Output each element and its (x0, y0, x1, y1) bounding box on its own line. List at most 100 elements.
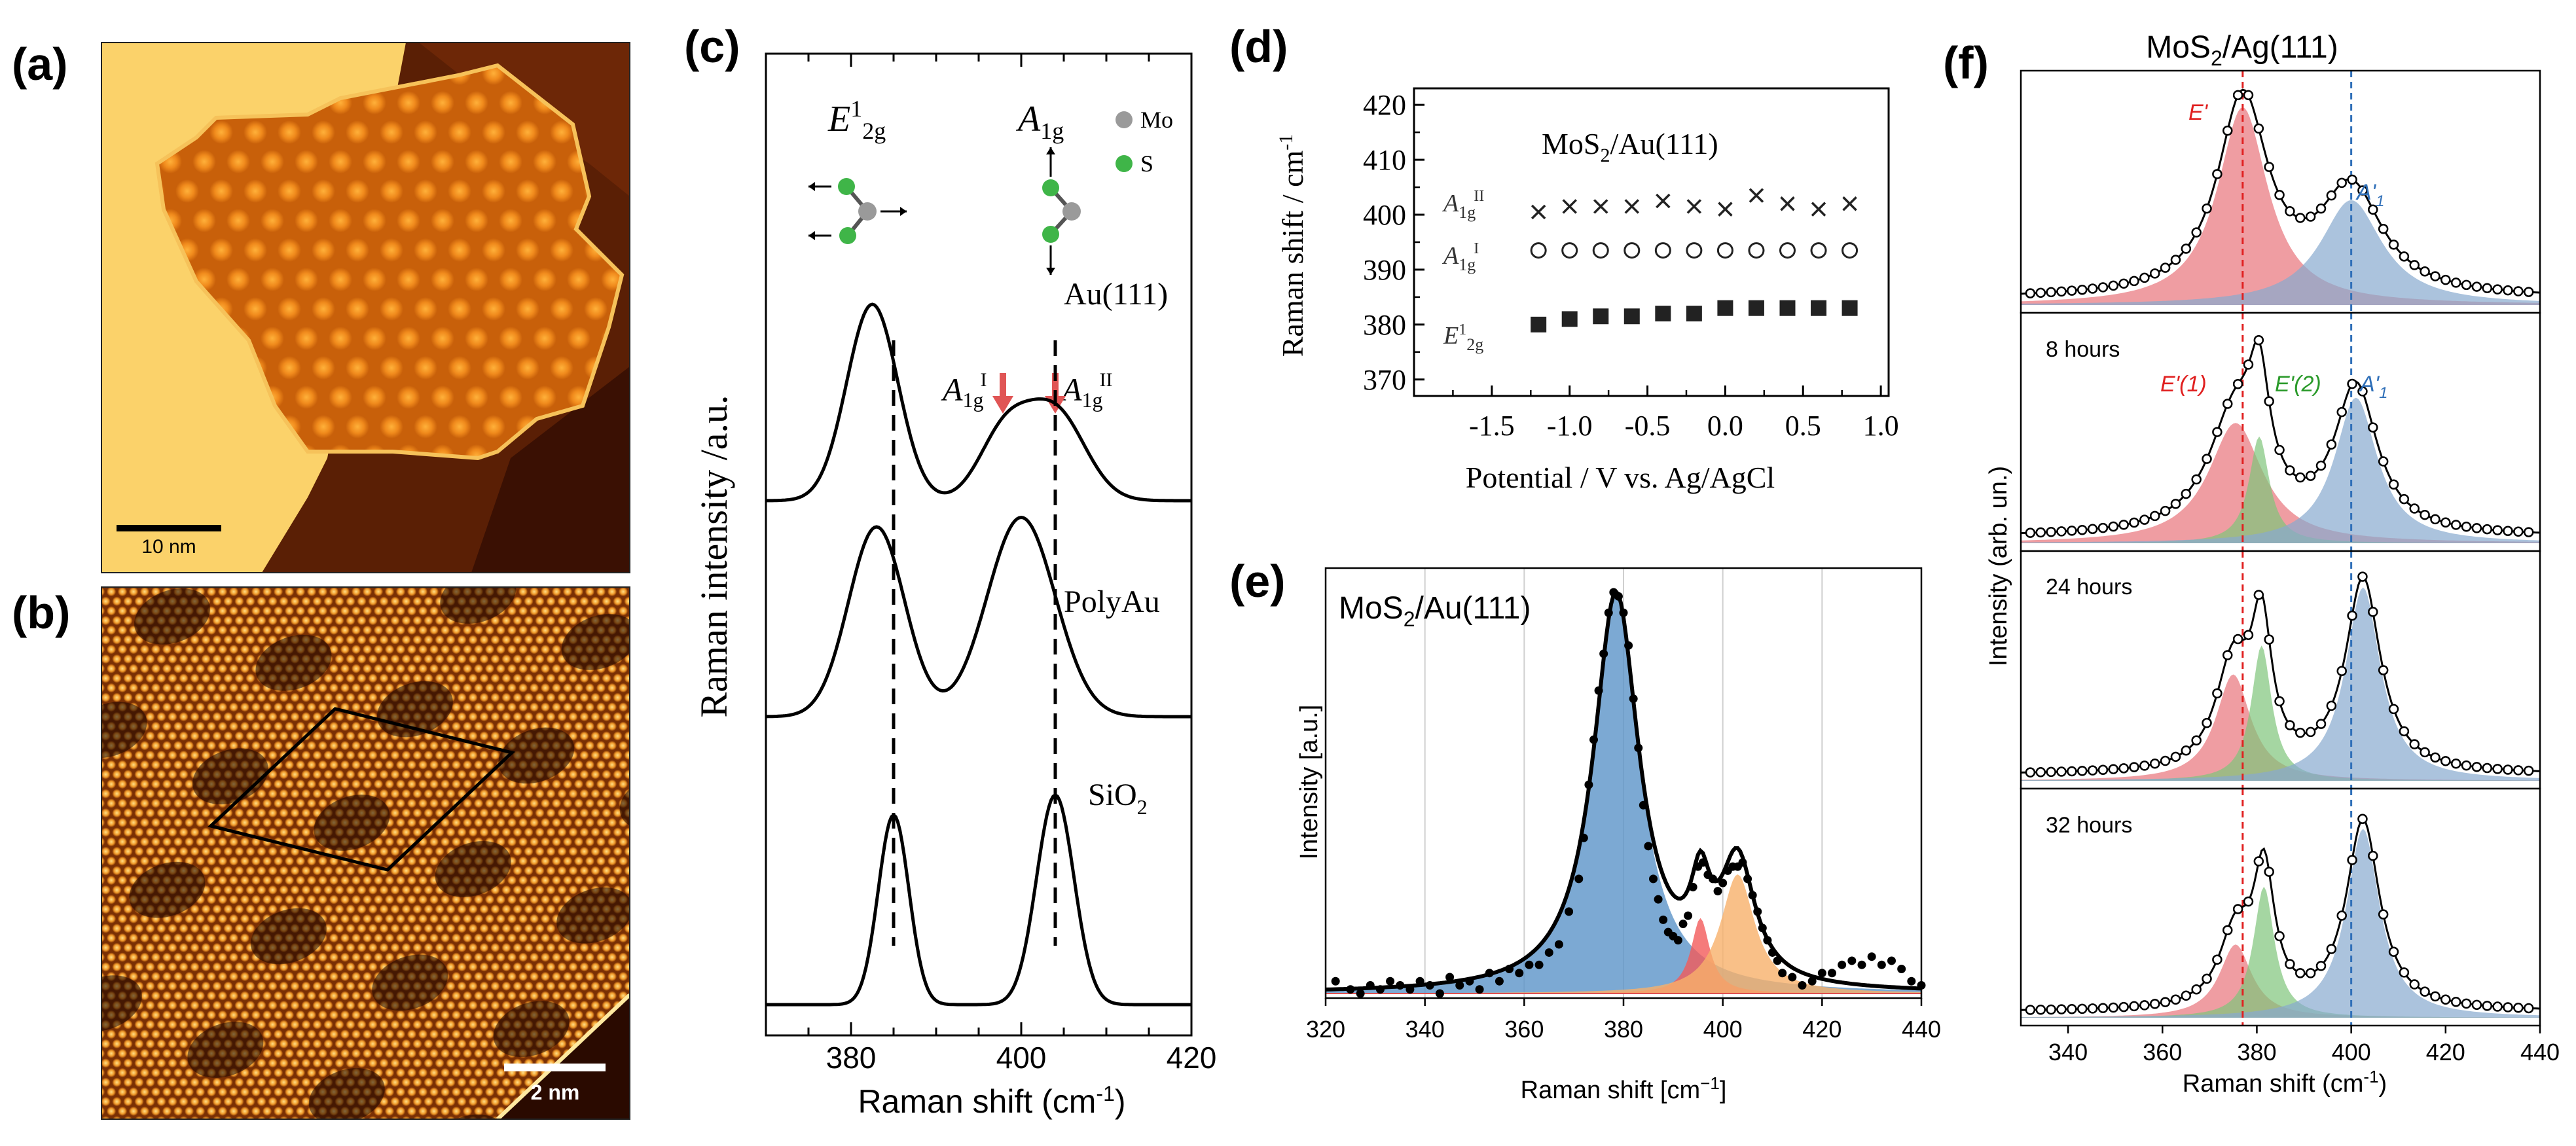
data-point (2523, 1003, 2534, 1014)
data-point (2243, 359, 2254, 370)
data-point (2253, 590, 2264, 600)
data-point (2097, 764, 2109, 776)
data-point (2232, 634, 2243, 645)
data-point (2222, 125, 2233, 136)
scalebar-a (117, 525, 221, 531)
data-point (2170, 751, 2181, 762)
subplot-label-32h: 32 hours (2046, 813, 2132, 838)
mode-a1g-label: A1g (1015, 99, 1064, 144)
data-point (1807, 976, 1817, 986)
subplot-label-24h: 24 hours (2046, 575, 2132, 600)
data-point (2232, 90, 2243, 101)
data-point (2129, 276, 2139, 287)
panel-d-xlabel: Potential / V vs. Ag/AgCl (1466, 461, 1775, 494)
data-point (2357, 185, 2368, 196)
point-a1g-ii (1624, 199, 1640, 214)
data-point (2295, 213, 2306, 223)
data-point (2108, 1002, 2119, 1013)
data-point (2503, 285, 2513, 296)
data-point (2336, 910, 2347, 921)
data-point (2181, 488, 2192, 499)
data-point (2264, 396, 2274, 406)
data-point (2274, 190, 2285, 200)
data-point (2067, 526, 2077, 536)
data-point (2295, 968, 2306, 978)
peak-label-e1: E'(1) (2160, 372, 2207, 397)
data-point (1673, 936, 1682, 945)
point-a1g-i (1810, 242, 1827, 259)
data-point (2285, 206, 2295, 217)
panel-f-time-series: (f) MoS2/Ag(111) Intensity (arb. un.) Ra… (1943, 30, 2560, 1098)
data-point (2139, 1000, 2150, 1011)
panel-e-fitted-spectrum: (e) MoS2/Au(111) Intensity [a.u.] Raman … (1229, 556, 1941, 1104)
data-point (2430, 752, 2440, 763)
data-point (2492, 1001, 2503, 1012)
data-point (1857, 960, 1866, 969)
point-e12g (1531, 316, 1547, 332)
panel-label-f: (f) (1943, 37, 1989, 88)
data-point (2077, 524, 2088, 535)
panel-c-raman-spectra: (c) Raman intensity /a.u. Raman shift (c… (684, 21, 1216, 1120)
data-point (2430, 514, 2440, 525)
data-point (1425, 980, 1434, 990)
data-point (2368, 422, 2378, 433)
data-point (2232, 378, 2243, 389)
data-point (2378, 909, 2389, 920)
fit-component-blue (1326, 596, 1921, 994)
data-point (1644, 842, 1653, 851)
data-point (2430, 991, 2440, 1002)
data-point (2118, 763, 2129, 774)
data-point (2368, 204, 2378, 215)
data-point (2399, 726, 2410, 737)
data-point (2181, 243, 2192, 254)
data-point (2056, 766, 2067, 777)
ytick-label: 420 (1363, 89, 1406, 121)
series-label-a1g-i: A1gI (1442, 240, 1479, 274)
data-point (1768, 948, 1777, 957)
data-point (2450, 758, 2461, 769)
data-point (1897, 964, 1906, 973)
point-a1g-i (1561, 242, 1578, 259)
data-point (2357, 571, 2368, 582)
data-point (2471, 281, 2482, 292)
data-point (2440, 517, 2451, 528)
data-point (1688, 882, 1697, 891)
xtick-label: 420 (1167, 1041, 1217, 1075)
data-point (2482, 1001, 2493, 1011)
data-point (2212, 688, 2222, 699)
data-point (2420, 747, 2430, 758)
data-point (2139, 761, 2150, 771)
data-point (2378, 224, 2389, 234)
peak-label-e2: E'(2) (2275, 372, 2321, 397)
mo-legend-icon (1116, 111, 1133, 128)
data-point (2492, 284, 2503, 295)
data-point (2336, 666, 2347, 676)
panel-d-title: MoS2/Au(111) (1542, 127, 1718, 166)
data-point (2212, 427, 2222, 437)
data-point (2046, 766, 2056, 778)
data-point (2056, 1004, 2067, 1014)
peak-label-a1-8h: A'1 (2359, 372, 2388, 402)
data-point (1634, 743, 1643, 753)
unit-cell-rhombus (207, 707, 516, 872)
data-point (1743, 874, 1752, 884)
data-point (2409, 979, 2420, 990)
data-point (2450, 997, 2461, 1007)
data-point (2067, 1004, 2077, 1014)
data-point (2202, 973, 2212, 984)
data-point (1415, 976, 1424, 986)
data-point (1649, 874, 1658, 884)
data-point (2077, 1003, 2088, 1014)
xtick-label: 440 (2520, 1039, 2560, 1065)
fit-component-green (2021, 645, 2540, 781)
fit-component-blue (2021, 200, 2540, 305)
data-point (2347, 174, 2357, 185)
data-point (2181, 990, 2192, 1001)
data-point (1565, 907, 1574, 916)
point-a1g-ii (1842, 196, 1857, 211)
data-point (1828, 969, 1836, 978)
data-point (2347, 378, 2357, 389)
xtick-label: 380 (2237, 1039, 2276, 1065)
data-point (2461, 760, 2472, 771)
data-point (2482, 524, 2493, 535)
